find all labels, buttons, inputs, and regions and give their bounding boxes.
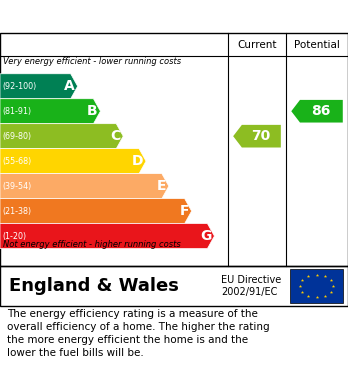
Text: EU Directive
2002/91/EC: EU Directive 2002/91/EC: [221, 275, 281, 297]
Polygon shape: [0, 74, 78, 99]
Text: E: E: [157, 179, 166, 193]
Text: England & Wales: England & Wales: [9, 277, 179, 295]
Text: (81-91): (81-91): [2, 107, 32, 116]
Text: Potential: Potential: [294, 39, 340, 50]
Text: C: C: [110, 129, 120, 143]
Text: (21-38): (21-38): [2, 206, 32, 215]
Text: Very energy efficient - lower running costs: Very energy efficient - lower running co…: [3, 57, 182, 66]
Text: Current: Current: [237, 39, 277, 50]
Polygon shape: [0, 224, 214, 249]
Polygon shape: [291, 100, 343, 122]
Polygon shape: [0, 124, 123, 149]
Text: The energy efficiency rating is a measure of the
overall efficiency of a home. T: The energy efficiency rating is a measur…: [7, 308, 270, 358]
Polygon shape: [0, 174, 169, 199]
Text: (1-20): (1-20): [2, 231, 26, 240]
Text: (55-68): (55-68): [2, 157, 32, 166]
Polygon shape: [0, 199, 192, 224]
Polygon shape: [233, 125, 281, 147]
Polygon shape: [0, 99, 101, 124]
Text: (69-80): (69-80): [2, 132, 32, 141]
Text: Not energy efficient - higher running costs: Not energy efficient - higher running co…: [3, 240, 181, 249]
Text: (39-54): (39-54): [2, 181, 32, 191]
Text: (92-100): (92-100): [2, 82, 37, 91]
Text: D: D: [132, 154, 143, 168]
Text: 70: 70: [252, 129, 271, 143]
Bar: [290, 269, 343, 303]
Text: B: B: [87, 104, 98, 118]
Polygon shape: [0, 149, 146, 174]
Text: G: G: [200, 229, 212, 243]
Text: 86: 86: [311, 104, 331, 118]
Text: F: F: [179, 204, 189, 218]
Text: Energy Efficiency Rating: Energy Efficiency Rating: [9, 9, 219, 24]
Text: A: A: [64, 79, 75, 93]
